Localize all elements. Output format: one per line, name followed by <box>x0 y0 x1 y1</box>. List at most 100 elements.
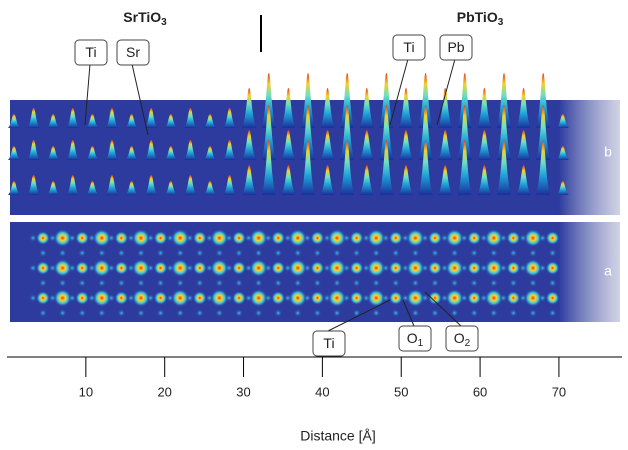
atom-spot <box>293 309 302 317</box>
atom-spot <box>36 261 50 275</box>
peak <box>477 88 492 128</box>
atom-spot <box>53 259 72 277</box>
peak <box>204 114 216 128</box>
atom-spot <box>39 309 47 317</box>
callout: Ti <box>312 299 391 357</box>
x-tick-label: 70 <box>552 384 566 399</box>
atom-spot <box>411 249 420 257</box>
peak <box>536 105 551 160</box>
atom-spot <box>445 259 464 277</box>
callout-text: Ti <box>323 335 334 351</box>
atom-spot <box>460 264 469 272</box>
atom-spot <box>391 309 400 317</box>
peak <box>497 140 511 195</box>
atom-spot <box>303 264 312 272</box>
atom-spot <box>303 294 312 302</box>
atom-spot <box>524 229 542 247</box>
atom-spot <box>440 264 449 272</box>
atom-spot <box>333 309 341 317</box>
atom-spot <box>391 279 400 287</box>
atom-spot <box>127 294 135 302</box>
atom-spot <box>215 279 224 287</box>
atom-spot <box>68 294 77 302</box>
atom-spot <box>210 289 229 307</box>
atom-spot <box>313 279 322 287</box>
peak <box>359 88 374 128</box>
callout-box <box>445 325 479 352</box>
atom-spot <box>372 279 381 287</box>
peak <box>556 146 569 160</box>
atom-spot <box>225 234 233 242</box>
leader-line <box>436 58 456 126</box>
atom-spot <box>235 249 243 257</box>
atom-spot <box>545 291 560 305</box>
atom-spot <box>78 279 87 287</box>
peak <box>86 114 99 128</box>
atom-spot <box>428 231 442 245</box>
peak <box>8 146 20 160</box>
peak <box>8 114 20 128</box>
peak <box>66 108 79 128</box>
atom-spot <box>323 294 331 302</box>
atom-spot <box>310 231 325 245</box>
atom-spot <box>29 294 37 302</box>
atom-spot <box>450 279 459 287</box>
atom-spot <box>342 294 351 302</box>
peak <box>27 175 40 195</box>
atom-spot <box>367 259 386 277</box>
atom-spot <box>166 234 175 242</box>
atom-spot <box>499 294 508 302</box>
atom-spot <box>411 309 420 317</box>
atom-spot <box>401 234 410 242</box>
atom-spot <box>210 229 229 247</box>
atom-spot <box>401 294 410 302</box>
title-sub: 3 <box>498 17 504 28</box>
atom-spot <box>506 231 521 245</box>
callout-text: O <box>454 330 465 346</box>
atom-spot <box>117 309 126 317</box>
atom-spot <box>391 249 400 257</box>
peak <box>320 88 335 128</box>
callout-label: Pb <box>447 39 464 55</box>
atom-spot <box>499 264 508 272</box>
atom-spot <box>192 261 207 275</box>
atom-spot <box>210 259 229 277</box>
atom-spot <box>440 294 449 302</box>
atom-spot <box>362 294 371 302</box>
atom-spot <box>235 309 243 317</box>
atom-spot <box>548 249 557 257</box>
peak <box>261 140 276 195</box>
atom-spot <box>293 249 302 257</box>
peak <box>359 130 374 160</box>
atom-spot <box>484 259 503 277</box>
atom-spot <box>288 289 307 307</box>
atom-spot <box>274 249 283 257</box>
callout-label: Sr <box>126 44 140 60</box>
atom-spot <box>313 249 322 257</box>
x-tick-label: 40 <box>315 384 329 399</box>
peak <box>340 73 355 128</box>
peak <box>477 130 492 160</box>
peak <box>164 146 177 160</box>
atom-spot <box>303 234 312 242</box>
callout-box <box>116 39 150 66</box>
atom-spot <box>538 264 547 272</box>
atom-spot <box>29 264 37 272</box>
atom-spot <box>489 249 498 257</box>
peak <box>399 130 413 160</box>
atom-spot <box>484 229 503 247</box>
atom-spot <box>467 261 482 275</box>
atom-spot <box>195 279 204 287</box>
peak <box>340 140 355 195</box>
atom-spot <box>195 249 204 257</box>
atom-spot <box>205 294 214 302</box>
atom-spot <box>529 309 537 317</box>
atom-spot <box>36 231 50 245</box>
atom-spot <box>176 279 185 287</box>
atom-spot <box>87 264 96 272</box>
atom-spot <box>232 231 246 245</box>
atom-spot <box>97 309 106 317</box>
atom-spot <box>97 249 106 257</box>
atom-spot <box>166 264 175 272</box>
callout: Ti <box>389 34 426 126</box>
